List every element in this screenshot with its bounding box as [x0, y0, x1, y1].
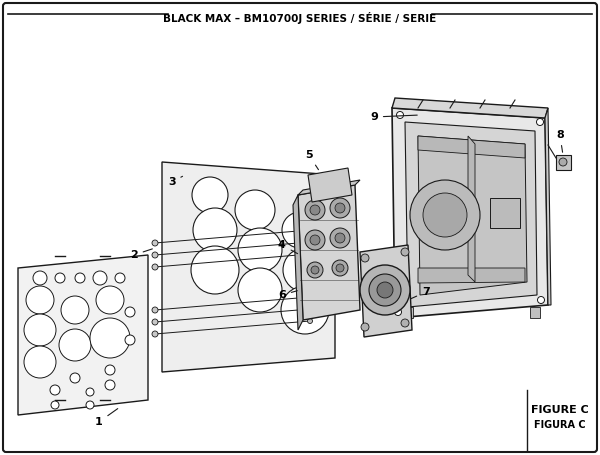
Text: FIGURE C: FIGURE C: [531, 405, 589, 415]
Polygon shape: [392, 98, 548, 118]
FancyBboxPatch shape: [490, 198, 520, 228]
Circle shape: [538, 297, 545, 303]
Text: 5: 5: [305, 150, 319, 170]
Circle shape: [335, 203, 345, 213]
Text: 3: 3: [168, 176, 182, 187]
Polygon shape: [418, 268, 525, 283]
Polygon shape: [392, 108, 548, 318]
Circle shape: [55, 273, 65, 283]
Circle shape: [423, 193, 467, 237]
Circle shape: [330, 228, 350, 248]
Circle shape: [332, 260, 348, 276]
Polygon shape: [418, 136, 525, 158]
Circle shape: [24, 314, 56, 346]
Circle shape: [86, 388, 94, 396]
Circle shape: [330, 198, 350, 218]
Circle shape: [125, 335, 135, 345]
Polygon shape: [298, 180, 360, 195]
Text: 8: 8: [556, 130, 564, 152]
Circle shape: [377, 282, 393, 298]
Circle shape: [283, 248, 327, 292]
Text: 1: 1: [95, 409, 118, 427]
Polygon shape: [360, 245, 412, 337]
Circle shape: [401, 319, 409, 327]
Circle shape: [308, 318, 313, 324]
Circle shape: [90, 318, 130, 358]
Circle shape: [50, 385, 60, 395]
Text: 4: 4: [278, 240, 298, 253]
Circle shape: [26, 286, 54, 314]
Circle shape: [369, 274, 401, 306]
Circle shape: [152, 264, 158, 270]
Circle shape: [191, 246, 239, 294]
Circle shape: [70, 373, 80, 383]
Circle shape: [310, 235, 320, 245]
Text: 9: 9: [370, 112, 417, 122]
Circle shape: [361, 254, 369, 262]
Circle shape: [361, 323, 369, 331]
Circle shape: [282, 212, 318, 248]
Circle shape: [308, 252, 313, 257]
Polygon shape: [162, 162, 335, 372]
Circle shape: [152, 319, 158, 325]
Circle shape: [308, 239, 313, 244]
Text: BLACK MAX – BM10700J SERIES / SÉRIE / SERIE: BLACK MAX – BM10700J SERIES / SÉRIE / SE…: [163, 12, 437, 24]
Circle shape: [59, 329, 91, 361]
Polygon shape: [18, 255, 148, 415]
Circle shape: [33, 271, 47, 285]
Circle shape: [152, 252, 158, 258]
Circle shape: [93, 271, 107, 285]
Polygon shape: [298, 185, 360, 320]
Circle shape: [310, 205, 320, 215]
Circle shape: [125, 307, 135, 317]
Polygon shape: [530, 307, 540, 318]
Polygon shape: [468, 136, 475, 282]
Polygon shape: [293, 195, 303, 330]
Circle shape: [395, 308, 401, 315]
Circle shape: [559, 158, 567, 166]
Polygon shape: [545, 108, 551, 305]
Circle shape: [305, 230, 325, 250]
Text: 6: 6: [278, 290, 298, 300]
Polygon shape: [405, 122, 537, 307]
Circle shape: [397, 111, 404, 118]
Circle shape: [152, 240, 158, 246]
Circle shape: [51, 401, 59, 409]
Circle shape: [96, 286, 124, 314]
Circle shape: [238, 268, 282, 312]
FancyBboxPatch shape: [556, 155, 571, 170]
Circle shape: [24, 346, 56, 378]
Text: 2: 2: [130, 249, 152, 260]
Circle shape: [86, 401, 94, 409]
Circle shape: [311, 266, 319, 274]
Circle shape: [115, 273, 125, 283]
Circle shape: [152, 307, 158, 313]
Circle shape: [410, 180, 480, 250]
Text: 7: 7: [410, 287, 430, 299]
Circle shape: [307, 262, 323, 278]
Circle shape: [193, 208, 237, 252]
Circle shape: [308, 228, 313, 233]
Circle shape: [238, 228, 282, 272]
Circle shape: [308, 307, 313, 312]
Circle shape: [536, 118, 544, 126]
Circle shape: [105, 380, 115, 390]
Circle shape: [235, 190, 275, 230]
Text: FIGURA C: FIGURA C: [534, 420, 586, 430]
Polygon shape: [418, 136, 527, 295]
Polygon shape: [403, 307, 413, 318]
Circle shape: [281, 286, 329, 334]
Circle shape: [308, 294, 313, 299]
Circle shape: [335, 233, 345, 243]
Polygon shape: [308, 168, 352, 202]
Circle shape: [105, 365, 115, 375]
Circle shape: [401, 248, 409, 256]
Circle shape: [75, 273, 85, 283]
Circle shape: [152, 331, 158, 337]
Circle shape: [192, 177, 228, 213]
Circle shape: [61, 296, 89, 324]
Circle shape: [360, 265, 410, 315]
Circle shape: [336, 264, 344, 272]
Circle shape: [305, 200, 325, 220]
